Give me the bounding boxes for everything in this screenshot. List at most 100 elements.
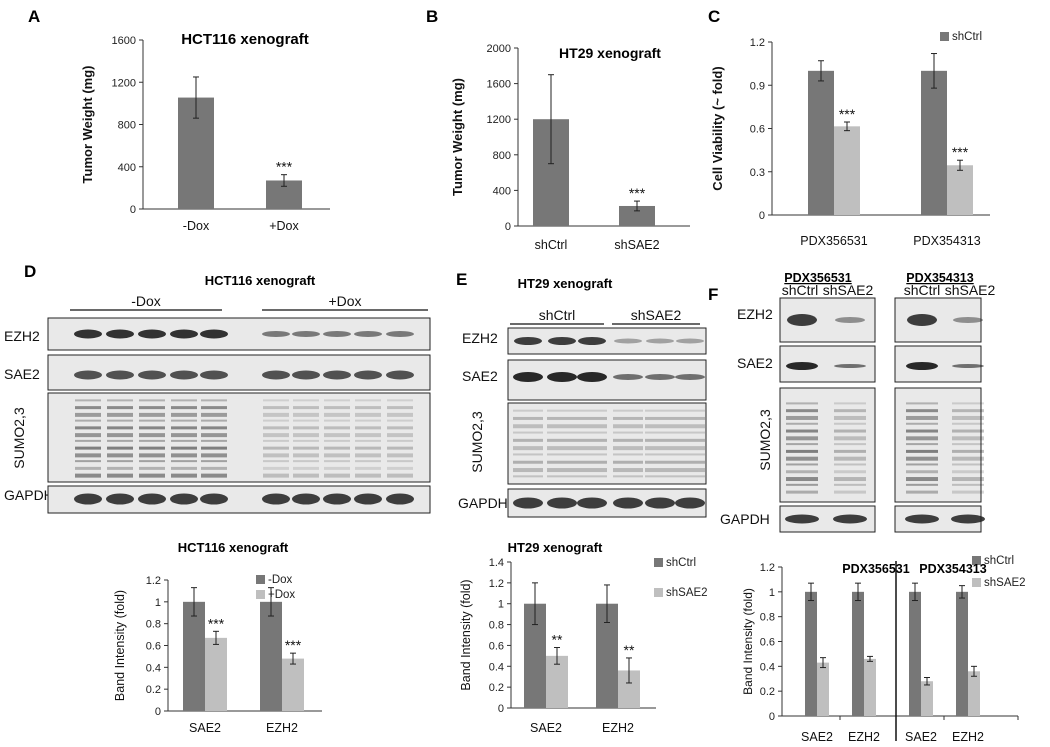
blot-e-title: HT29 xenograft	[518, 276, 613, 291]
smear-band	[139, 453, 165, 458]
smear-band	[171, 412, 197, 417]
smear-band	[293, 446, 319, 450]
smear-band	[613, 424, 643, 429]
smear-band	[293, 433, 319, 438]
category-label: -Dox	[183, 219, 210, 233]
band	[786, 362, 818, 370]
smear-band	[952, 443, 984, 446]
y-tick-label: 1.2	[146, 575, 161, 587]
band	[170, 370, 198, 380]
smear-band	[139, 433, 165, 438]
smear-band	[906, 436, 938, 441]
smear-band	[786, 490, 818, 494]
smear-band	[387, 426, 413, 430]
y-tick-label: 0	[759, 210, 765, 222]
chart-a: HCT116 xenograft 0 400 800 1200 1600 Tumor Wei…	[80, 31, 330, 233]
band	[323, 493, 351, 505]
smear-band	[293, 460, 319, 463]
band	[138, 493, 166, 505]
smear-band	[75, 466, 101, 470]
smear-band	[387, 412, 413, 417]
smear-band	[107, 466, 133, 470]
smear-band	[577, 424, 607, 429]
smear-band	[675, 409, 705, 412]
smear-band	[952, 409, 984, 413]
smear-band	[834, 477, 866, 482]
legend-label: shCtrl	[666, 557, 696, 569]
blot-f: PDX356531 PDX354313 shCtrl shSAE2 shCtrl…	[720, 271, 996, 533]
smear-band	[201, 426, 227, 430]
smear-band	[171, 453, 197, 458]
y-tick-label: 1600	[487, 79, 511, 91]
smear-band	[171, 433, 197, 438]
smear-band	[952, 422, 984, 425]
smear-band	[547, 409, 577, 412]
blot-f-row-sae2: SAE2	[737, 355, 773, 371]
smear-band	[324, 419, 350, 422]
chart-d: HCT116 xenograft 0 0.2 0.4 0.6 0.8 1 1.2 Band In…	[113, 540, 322, 735]
category-label: +Dox	[269, 219, 299, 233]
blot-e-sumo-box	[507, 402, 707, 485]
smear-band	[139, 426, 165, 430]
y-tick-label: 0.2	[489, 682, 504, 694]
chart-c: 0 0.3 0.6 0.9 1.2 Cell Viability (~ fold) PDX3…	[710, 31, 990, 248]
smear-band	[513, 424, 543, 429]
smear-band	[952, 449, 984, 453]
band	[614, 338, 642, 344]
blot-f-row-ezh2: EZH2	[737, 306, 773, 322]
chart-f: 0 0.2 0.4 0.6 0.8 1 1.2 Band Intensity (fold) SA…	[741, 555, 1026, 744]
smear-band	[786, 415, 818, 420]
y-tick-label: 0.2	[146, 684, 161, 696]
legend-label: shCtrl	[952, 31, 982, 43]
y-tick-label: 0.8	[489, 620, 504, 632]
smear-band	[952, 470, 984, 474]
band	[262, 370, 290, 380]
group-label: PDX356531	[842, 562, 909, 576]
band	[514, 337, 542, 345]
legend-swatch	[940, 32, 949, 41]
smear-band	[293, 412, 319, 417]
smear-band	[139, 460, 165, 463]
chart-title: HCT116 xenograft	[181, 31, 309, 48]
significance-marker: ***	[952, 144, 969, 160]
smear-band	[201, 446, 227, 450]
band	[323, 370, 351, 380]
smear-band	[906, 415, 938, 420]
smear-band	[263, 406, 289, 410]
smear-band	[613, 453, 643, 456]
y-tick-label: 1200	[487, 114, 511, 126]
smear-band	[906, 456, 938, 461]
smear-band	[171, 419, 197, 422]
y-tick-label: 1	[155, 597, 161, 609]
smear-band	[171, 473, 197, 478]
smear-band	[675, 424, 705, 429]
bar	[618, 670, 640, 708]
smear-band	[171, 460, 197, 463]
band	[953, 317, 983, 323]
band	[578, 337, 606, 345]
smear-band	[613, 438, 643, 442]
band	[952, 364, 984, 368]
smear-band	[645, 438, 675, 442]
band	[386, 370, 414, 380]
smear-band	[324, 399, 350, 402]
smear-band	[293, 473, 319, 478]
smear-band	[613, 431, 643, 434]
smear-band	[906, 429, 938, 433]
smear-band	[201, 453, 227, 458]
y-tick-label: 1.2	[750, 37, 765, 49]
blot-e-row-ezh2: EZH2	[462, 330, 498, 346]
smear-band	[906, 477, 938, 482]
smear-band	[387, 473, 413, 478]
band	[170, 493, 198, 505]
smear-band	[613, 460, 643, 464]
panel-label-b: B	[426, 7, 438, 26]
smear-band	[107, 473, 133, 478]
smear-band	[834, 449, 866, 453]
smear-band	[675, 475, 705, 478]
category-label: EZH2	[266, 721, 298, 735]
y-tick-label: 0.8	[146, 619, 161, 631]
band	[675, 374, 705, 380]
smear-band	[645, 468, 675, 473]
band	[386, 493, 414, 505]
